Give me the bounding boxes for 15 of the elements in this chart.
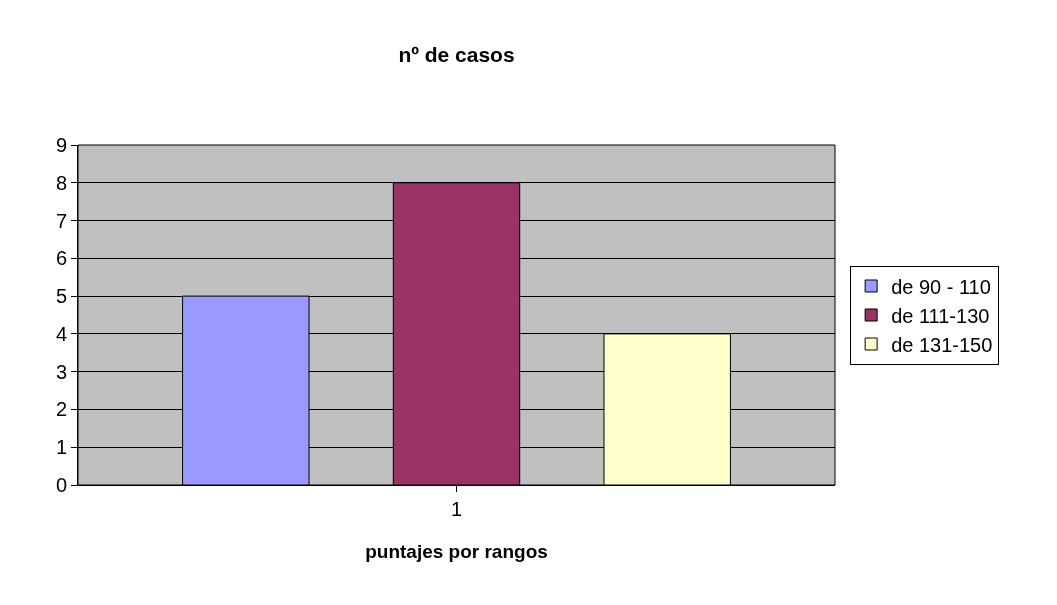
legend-label: de 111-130 <box>891 304 990 327</box>
chart-title: nº de casos <box>398 43 515 67</box>
y-tick-label: 8 <box>55 171 67 194</box>
y-tick-label: 0 <box>55 474 67 496</box>
legend-label: de 90 - 110 <box>891 275 991 298</box>
y-tick-label: 6 <box>55 247 67 270</box>
y-tick-label: 4 <box>55 322 67 345</box>
y-tick-label: 9 <box>55 134 67 156</box>
y-tick-label: 1 <box>55 436 67 459</box>
legend-label: de 131-150 <box>891 333 993 356</box>
x-axis-title: puntajes por rangos <box>365 540 548 562</box>
y-tick-label: 7 <box>55 209 67 232</box>
y-tick-label: 3 <box>55 360 67 383</box>
y-tick-label: 5 <box>55 285 67 308</box>
y-tick-label: 2 <box>55 398 67 421</box>
